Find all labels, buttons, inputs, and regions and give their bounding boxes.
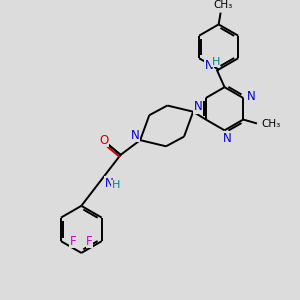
Text: O: O (99, 134, 109, 147)
Text: F: F (86, 235, 93, 248)
Text: N: N (104, 177, 113, 190)
Text: N: N (223, 132, 232, 145)
Text: CH₃: CH₃ (213, 0, 232, 10)
Text: F: F (70, 235, 76, 248)
Text: N: N (131, 129, 140, 142)
Text: N: N (205, 59, 213, 72)
Text: H: H (212, 57, 220, 67)
Text: CH₃: CH₃ (261, 119, 280, 129)
Text: N: N (247, 89, 255, 103)
Text: H: H (112, 180, 120, 190)
Text: N: N (194, 100, 203, 113)
